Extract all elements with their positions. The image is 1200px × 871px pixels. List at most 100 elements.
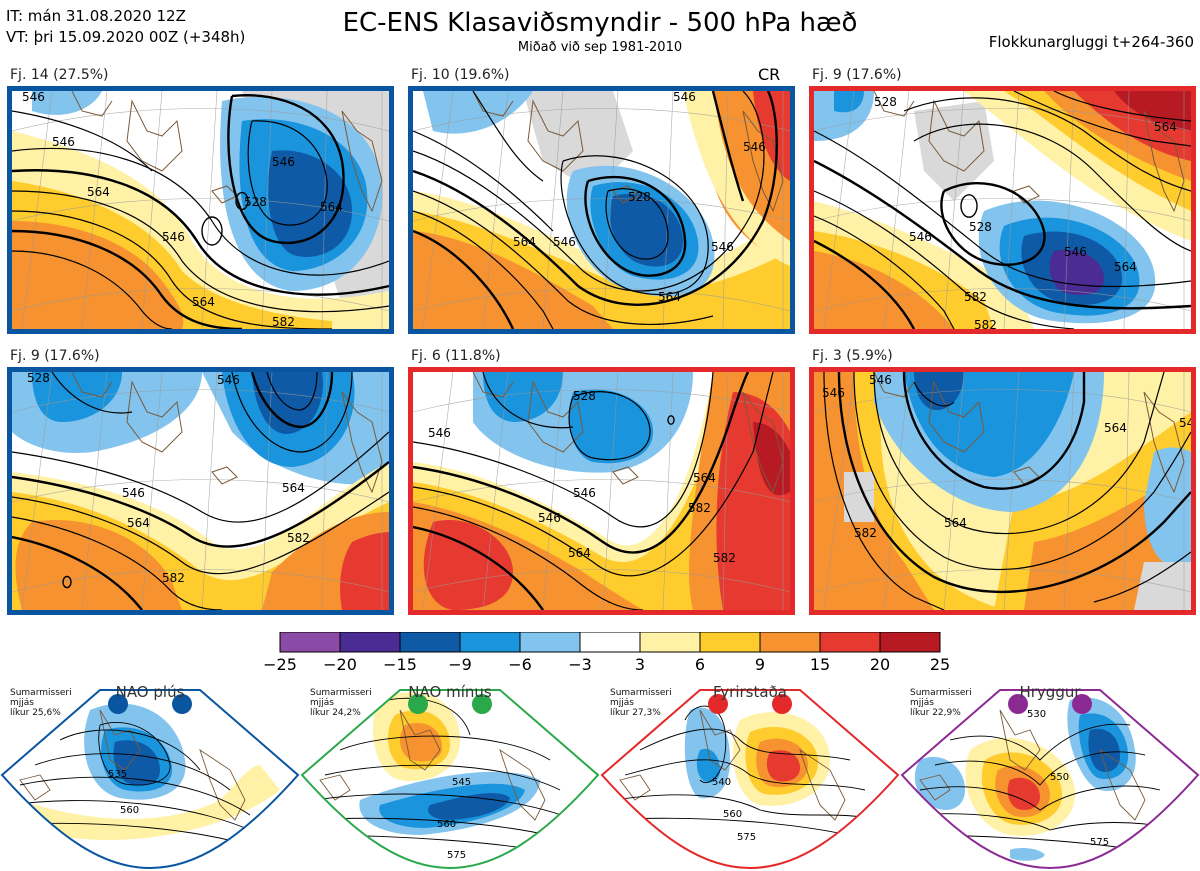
- height-contour: [413, 210, 554, 329]
- height-contour: [12, 535, 143, 610]
- contour-label: 546: [428, 426, 451, 440]
- height-contour: [814, 159, 1191, 310]
- height-contour: [12, 210, 333, 329]
- regime-marker-dot: [408, 694, 428, 714]
- regime-ridge: 530 550 575 Hryggur Sumarmisseri mjjás líkur 2…: [900, 680, 1200, 871]
- height-contour: [12, 148, 389, 276]
- cluster-map-3: 528 564 546 528 546 564 582 582: [809, 86, 1196, 334]
- contour-label: 546: [538, 511, 561, 525]
- height-contour: [34, 753, 231, 791]
- contour-label: 546: [52, 135, 75, 149]
- contour-label: 564: [87, 185, 110, 199]
- height-contour: [19, 776, 251, 816]
- height-contour: [12, 229, 243, 329]
- height-contour: [413, 372, 750, 554]
- anomaly-shading: [834, 91, 864, 113]
- anomaly-shading: [1007, 777, 1040, 810]
- graticule: [12, 91, 389, 329]
- legend-swatch: [819, 632, 881, 653]
- anomaly-shading: [423, 520, 513, 610]
- height-contour: [472, 91, 544, 182]
- legend-tick-label: −20: [323, 655, 357, 674]
- height-contour: [614, 794, 876, 821]
- legend-swatch: [639, 632, 701, 653]
- contour-label: 564: [568, 546, 591, 560]
- height-contour: [823, 372, 945, 610]
- cluster-label-5: Fj. 6 (11.8%): [411, 348, 501, 364]
- height-contour: [814, 239, 916, 329]
- regime-caption: Sumarmisseri mjjás líkur 24,2%: [310, 688, 372, 718]
- cluster-map-svg: 546 546 564 564 546 582: [814, 372, 1191, 610]
- contour-label: 582: [162, 571, 185, 585]
- anomaly-shading: [20, 765, 280, 841]
- height-contour: [605, 188, 669, 260]
- regime-caption: Sumarmisseri mjjás líkur 25,6%: [10, 688, 72, 718]
- legend-swatch: [279, 632, 341, 653]
- regime-title: Fyrirstaða: [713, 683, 787, 701]
- anomaly-shading: [483, 372, 563, 422]
- height-contour: [837, 372, 1191, 594]
- contour-label: 546: [122, 486, 145, 500]
- contour-label: 540: [712, 777, 731, 788]
- height-contour: [98, 721, 171, 786]
- legend-swatch: [339, 632, 401, 653]
- cluster-map-svg: 528 564 546 528 546 564 582 582: [814, 91, 1191, 329]
- contour-label: 575: [1090, 837, 1109, 848]
- height-contour: [902, 372, 1086, 490]
- regime-outline: [600, 689, 900, 870]
- anomaly-shading: [15, 520, 182, 610]
- regime-outline: [900, 689, 1200, 870]
- anomaly-shading: [914, 756, 965, 810]
- contour-label: 546: [573, 486, 596, 500]
- legend-swatch: [399, 632, 461, 653]
- height-contour: [413, 506, 644, 610]
- coastline: [919, 709, 1146, 821]
- cluster-code-2: CR: [758, 65, 781, 84]
- regime-marker-dot: [772, 694, 792, 714]
- anomaly-shading: [340, 532, 389, 610]
- height-contour: [227, 94, 345, 245]
- contour-label: 546: [869, 373, 892, 387]
- legend-swatch: [459, 632, 521, 653]
- height-contour: [684, 705, 727, 783]
- regime-caption-line: líkur 22,9%: [910, 708, 961, 718]
- contour-label: 560: [437, 819, 456, 830]
- regime-title: NAO mínus: [408, 683, 492, 701]
- height-contour: [413, 372, 774, 577]
- height-contour: [59, 729, 201, 771]
- contour-label: 564: [192, 295, 215, 309]
- regime-caption-line: Sumarmisseri: [10, 688, 72, 698]
- height-contour: [413, 91, 765, 292]
- anomaly-shading: [268, 150, 352, 257]
- height-contour: [934, 751, 1146, 786]
- contour-label: 575: [737, 832, 756, 843]
- legend-tick-label: 15: [810, 655, 830, 674]
- contour-label: 582: [272, 315, 295, 329]
- contour-label: 546: [1064, 245, 1087, 259]
- contour-label: 564: [1154, 120, 1177, 134]
- cluster-map-svg: 528 546 546 564 564 582 582: [12, 372, 389, 610]
- cluster-map-svg: 546 528 546 564 546 582 564 582: [413, 372, 790, 610]
- height-contour: [413, 229, 515, 329]
- cluster-map-1: 546 564 546 528 564 546 564 582 546: [7, 86, 394, 334]
- regime-outline: [300, 689, 600, 870]
- height-contour: [231, 372, 353, 453]
- height-contour-closed: [62, 575, 72, 589]
- cluster-map-4: 528 546 546 564 564 582 582: [7, 367, 394, 615]
- contour-label: 546: [909, 230, 932, 244]
- contour-label: 564: [1104, 421, 1127, 435]
- height-contour: [1013, 91, 1191, 147]
- cluster-map-5: 546 528 546 564 546 582 564 582: [408, 367, 795, 615]
- classification-window: Flokkunargluggi t+264-360: [988, 33, 1194, 51]
- height-contour: [814, 215, 955, 329]
- height-contour: [873, 372, 1165, 535]
- height-contour: [247, 120, 328, 226]
- contour-label: 582: [974, 318, 997, 329]
- contour-label: 546: [22, 91, 45, 104]
- height-contour: [12, 461, 389, 548]
- height-contour: [584, 175, 687, 277]
- anomaly-shading: [844, 472, 874, 522]
- anomaly-shading: [753, 422, 790, 496]
- regime-caption-line: líkur 25,6%: [10, 708, 61, 718]
- height-contour: [814, 130, 1191, 288]
